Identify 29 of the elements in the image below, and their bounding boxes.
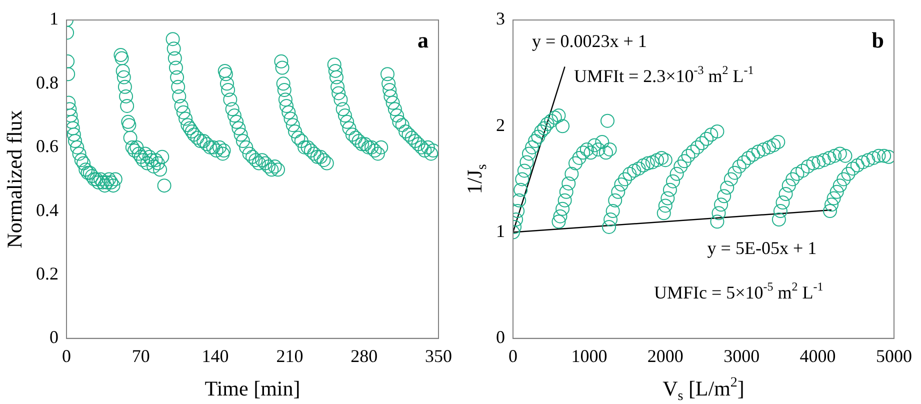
y-tick-label: 2: [496, 114, 505, 135]
x-tick-label: 0: [508, 346, 518, 366]
x-tick-label: 1000: [571, 346, 608, 366]
annotation: y = 5E-05x + 1: [707, 238, 817, 258]
x-tick-label: 5000: [876, 346, 912, 366]
y-tick-label: 0: [50, 327, 58, 348]
annotation: a: [418, 28, 428, 53]
annotation: y = 0.0023x + 1: [532, 31, 647, 52]
x-tick-label: 140: [202, 346, 229, 366]
x-axis-title: Time [min]: [204, 376, 300, 401]
y-tick-label: 0.2: [36, 263, 58, 284]
x-tick-label: 350: [425, 346, 452, 366]
x-tick-label: 70: [132, 346, 150, 366]
annotation: b: [872, 28, 884, 53]
y-axis-title: 1/Js: [462, 164, 490, 194]
x-tick-label: 280: [350, 346, 378, 366]
y-tick-label: 1: [50, 8, 58, 29]
y-axis-title: Normalized flux: [2, 110, 27, 248]
y-tick-label: 3: [496, 8, 505, 29]
y-tick-label: 0: [496, 327, 505, 348]
x-tick-label: 4000: [800, 346, 836, 366]
x-tick-label: 3000: [724, 346, 760, 366]
x-tick-label: 2000: [647, 346, 684, 366]
y-tick-label: 0.6: [36, 136, 58, 156]
y-tick-label: 0.8: [36, 72, 58, 92]
y-tick-label: 0.4: [36, 200, 58, 220]
x-tick-label: 0: [62, 346, 71, 366]
y-tick-label: 1: [496, 221, 505, 241]
x-tick-label: 210: [276, 346, 304, 366]
